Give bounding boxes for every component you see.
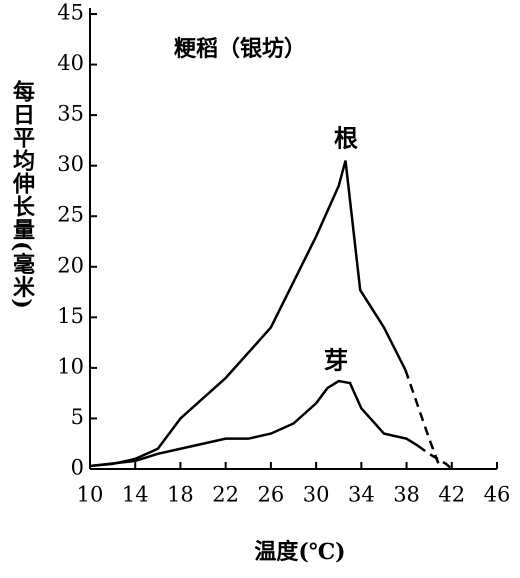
x-tick-label: 22 bbox=[212, 483, 239, 507]
y-tick-label: 15 bbox=[57, 304, 84, 328]
y-tick-label: 35 bbox=[57, 102, 84, 126]
series-line bbox=[404, 369, 442, 470]
x-tick-label: 14 bbox=[122, 483, 149, 507]
x-tick-label: 10 bbox=[77, 483, 104, 507]
x-tick-label: 34 bbox=[348, 483, 375, 507]
series-line bbox=[89, 160, 407, 468]
series-line bbox=[417, 444, 453, 470]
x-tick-label: 46 bbox=[484, 483, 511, 507]
y-tick-label: 45 bbox=[57, 1, 84, 25]
series-label: 根 bbox=[334, 124, 358, 153]
x-tick-label: 30 bbox=[303, 483, 330, 507]
y-tick-label: 10 bbox=[57, 354, 84, 378]
x-tick-label: 18 bbox=[167, 483, 194, 507]
y-tick-label: 30 bbox=[57, 152, 84, 176]
y-tick-label: 5 bbox=[71, 405, 84, 429]
x-tick-label: 26 bbox=[258, 483, 285, 507]
y-axis-label: 每日平均伸长量(毫米) bbox=[9, 79, 36, 309]
y-tick-label: 40 bbox=[57, 51, 84, 75]
x-tick-label: 38 bbox=[393, 483, 420, 507]
y-tick-label: 25 bbox=[57, 203, 84, 227]
series-label: 芽 bbox=[324, 346, 348, 375]
x-tick-label: 42 bbox=[438, 483, 465, 507]
x-axis-label: 温度(℃) bbox=[254, 539, 345, 565]
chart-title: 粳稻（银坊） bbox=[174, 36, 306, 62]
series-line bbox=[89, 379, 419, 468]
y-tick-label: 20 bbox=[57, 253, 84, 277]
y-tick-label: 0 bbox=[71, 456, 84, 480]
